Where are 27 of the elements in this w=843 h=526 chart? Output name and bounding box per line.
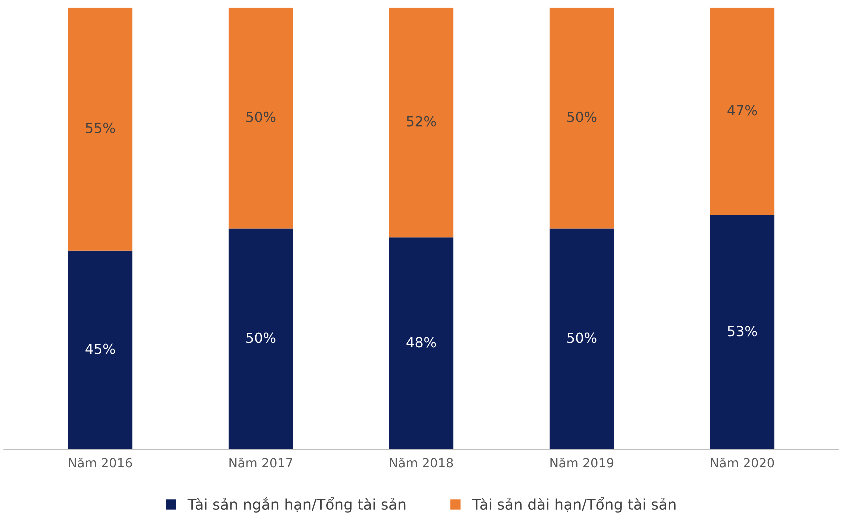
x-tick-label: Năm 2018: [390, 458, 454, 468]
data-label: 47%: [728, 105, 758, 116]
data-label: 50%: [246, 332, 276, 344]
x-tick-label: Năm 2016: [69, 458, 132, 468]
data-label: 45%: [86, 344, 116, 354]
data-label: 52%: [407, 116, 436, 127]
bar: [68, 8, 133, 251]
legend-label: Tài sản ngắn hạn/Tổng tài sản: [188, 497, 406, 513]
bar: [389, 238, 454, 450]
bar: [550, 228, 614, 450]
bar: [710, 216, 775, 450]
bar: [68, 250, 133, 450]
data-label: 50%: [568, 332, 597, 344]
x-tick-label: Năm 2019: [550, 458, 614, 468]
legend-label: Tài sản dài hạn/Tổng tài sản: [472, 497, 676, 513]
data-label: 55%: [86, 122, 116, 134]
data-label: 50%: [568, 112, 597, 122]
x-tick-label: Năm 2017: [230, 458, 292, 468]
x-tick-label: Năm 2020: [711, 458, 774, 468]
bar: [550, 8, 614, 229]
data-label: 48%: [406, 337, 436, 348]
bar: [228, 8, 294, 229]
data-label: 50%: [246, 112, 276, 122]
bar: [389, 8, 454, 238]
bar: [710, 8, 775, 216]
data-label: 53%: [728, 326, 758, 337]
bar: [228, 228, 294, 450]
